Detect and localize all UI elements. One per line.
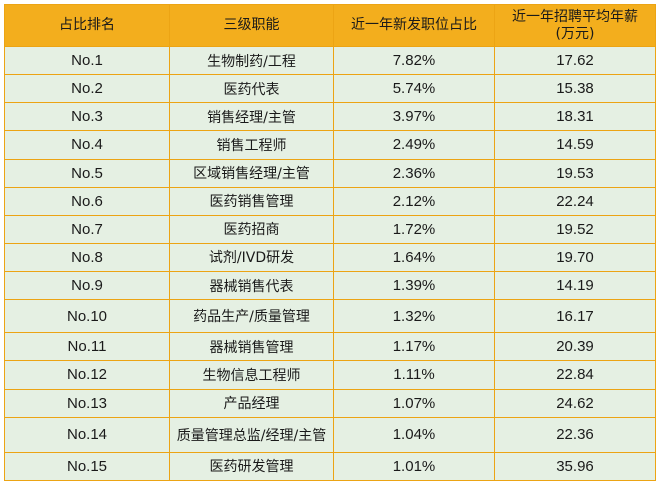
role-cell: 生物制药/工程 bbox=[169, 45, 334, 76]
salary-cell: 24.62 bbox=[494, 388, 656, 418]
salary-cell: 17.62 bbox=[494, 45, 656, 76]
salary-cell: 16.17 bbox=[494, 299, 656, 334]
table-row: No.13 产品经理 1.07% 24.62 bbox=[4, 388, 656, 418]
share-cell: 2.36% bbox=[333, 158, 495, 188]
salary-cell: 18.31 bbox=[494, 102, 656, 132]
salary-cell: 19.53 bbox=[494, 158, 656, 188]
header-share: 近一年新发职位占比 bbox=[333, 4, 495, 47]
rank-cell: No.14 bbox=[4, 416, 170, 453]
table-header: 占比排名 三级职能 近一年新发职位占比 近一年招聘平均年薪 (万元) bbox=[4, 4, 656, 47]
rank-cell: No.3 bbox=[4, 102, 170, 132]
header-role: 三级职能 bbox=[169, 4, 334, 47]
share-cell: 1.07% bbox=[333, 388, 495, 418]
salary-cell: 14.19 bbox=[494, 270, 656, 301]
table-row: No.8 试剂/IVD研发 1.64% 19.70 bbox=[4, 242, 656, 273]
role-cell: 器械销售管理 bbox=[169, 332, 334, 362]
table-row: No.2 医药代表 5.74% 15.38 bbox=[4, 74, 656, 104]
rank-cell: No.10 bbox=[4, 299, 170, 334]
rank-cell: No.4 bbox=[4, 130, 170, 160]
table-row: No.11 器械销售管理 1.17% 20.39 bbox=[4, 332, 656, 362]
role-cell: 药品生产/质量管理 bbox=[169, 299, 334, 334]
rank-cell: No.15 bbox=[4, 451, 170, 482]
share-cell: 1.04% bbox=[333, 416, 495, 453]
role-cell: 质量管理总监/经理/主管 bbox=[169, 416, 334, 453]
share-cell: 5.74% bbox=[333, 74, 495, 104]
rank-cell: No.12 bbox=[4, 360, 170, 390]
role-cell: 医药代表 bbox=[169, 74, 334, 104]
table-row: No.6 医药销售管理 2.12% 22.24 bbox=[4, 186, 656, 216]
header-row: 占比排名 三级职能 近一年新发职位占比 近一年招聘平均年薪 (万元) bbox=[4, 4, 656, 47]
role-cell: 销售工程师 bbox=[169, 130, 334, 160]
rank-cell: No.5 bbox=[4, 158, 170, 188]
table-row: No.7 医药招商 1.72% 19.52 bbox=[4, 214, 656, 244]
role-cell: 医药招商 bbox=[169, 214, 334, 244]
salary-cell: 22.36 bbox=[494, 416, 656, 453]
salary-cell: 19.52 bbox=[494, 214, 656, 244]
role-cell: 试剂/IVD研发 bbox=[169, 242, 334, 273]
share-cell: 1.01% bbox=[333, 451, 495, 482]
salary-cell: 35.96 bbox=[494, 451, 656, 482]
rank-cell: No.1 bbox=[4, 45, 170, 76]
header-salary: 近一年招聘平均年薪 (万元) bbox=[494, 4, 656, 47]
share-cell: 1.11% bbox=[333, 360, 495, 390]
role-cell: 销售经理/主管 bbox=[169, 102, 334, 132]
rank-cell: No.6 bbox=[4, 186, 170, 216]
rank-cell: No.11 bbox=[4, 332, 170, 362]
salary-table-container: 占比排名 三级职能 近一年新发职位占比 近一年招聘平均年薪 (万元) No.1 … bbox=[4, 4, 656, 482]
share-cell: 2.12% bbox=[333, 186, 495, 216]
role-cell: 产品经理 bbox=[169, 388, 334, 418]
rank-cell: No.9 bbox=[4, 270, 170, 301]
share-cell: 1.39% bbox=[333, 270, 495, 301]
salary-cell: 22.24 bbox=[494, 186, 656, 216]
rank-cell: No.13 bbox=[4, 388, 170, 418]
table-row: No.14 质量管理总监/经理/主管 1.04% 22.36 bbox=[4, 416, 656, 453]
rank-cell: No.7 bbox=[4, 214, 170, 244]
share-cell: 1.64% bbox=[333, 242, 495, 273]
salary-cell: 22.84 bbox=[494, 360, 656, 390]
table-row: No.1 生物制药/工程 7.82% 17.62 bbox=[4, 45, 656, 76]
table-row: No.3 销售经理/主管 3.97% 18.31 bbox=[4, 102, 656, 132]
salary-cell: 15.38 bbox=[494, 74, 656, 104]
table-row: No.5 区域销售经理/主管 2.36% 19.53 bbox=[4, 158, 656, 188]
salary-cell: 19.70 bbox=[494, 242, 656, 273]
table-row: No.10 药品生产/质量管理 1.32% 16.17 bbox=[4, 299, 656, 334]
role-cell: 生物信息工程师 bbox=[169, 360, 334, 390]
salary-cell: 14.59 bbox=[494, 130, 656, 160]
table-row: No.12 生物信息工程师 1.11% 22.84 bbox=[4, 360, 656, 390]
header-rank: 占比排名 bbox=[4, 4, 170, 47]
role-cell: 区域销售经理/主管 bbox=[169, 158, 334, 188]
salary-ranking-table: 占比排名 三级职能 近一年新发职位占比 近一年招聘平均年薪 (万元) No.1 … bbox=[4, 4, 656, 482]
role-cell: 医药销售管理 bbox=[169, 186, 334, 216]
role-cell: 器械销售代表 bbox=[169, 270, 334, 301]
salary-cell: 20.39 bbox=[494, 332, 656, 362]
table-body: No.1 生物制药/工程 7.82% 17.62 No.2 医药代表 5.74%… bbox=[4, 45, 656, 482]
share-cell: 3.97% bbox=[333, 102, 495, 132]
table-row: No.9 器械销售代表 1.39% 14.19 bbox=[4, 270, 656, 301]
share-cell: 1.17% bbox=[333, 332, 495, 362]
share-cell: 2.49% bbox=[333, 130, 495, 160]
role-cell: 医药研发管理 bbox=[169, 451, 334, 482]
rank-cell: No.2 bbox=[4, 74, 170, 104]
share-cell: 7.82% bbox=[333, 45, 495, 76]
share-cell: 1.32% bbox=[333, 299, 495, 334]
table-row: No.4 销售工程师 2.49% 14.59 bbox=[4, 130, 656, 160]
share-cell: 1.72% bbox=[333, 214, 495, 244]
rank-cell: No.8 bbox=[4, 242, 170, 273]
table-row: No.15 医药研发管理 1.01% 35.96 bbox=[4, 451, 656, 482]
